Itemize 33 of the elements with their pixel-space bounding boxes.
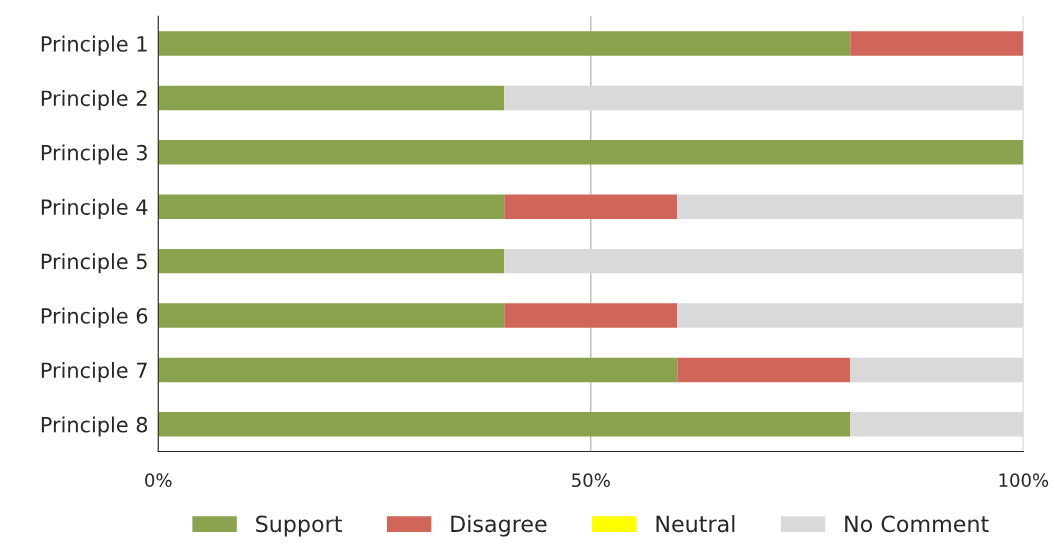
x-tick-label: 0% — [145, 473, 172, 488]
y-tick-label: Principle 4 — [41, 198, 148, 219]
bar — [677, 357, 851, 383]
bar — [504, 85, 1024, 111]
bar — [850, 357, 1024, 383]
y-tick-label: Principle 3 — [41, 144, 147, 165]
legend-label: Neutral — [656, 515, 735, 533]
bar — [504, 303, 678, 328]
bar — [158, 248, 505, 274]
bar — [158, 412, 851, 437]
y-tick-label: Principle 8 — [41, 416, 148, 437]
bar — [850, 31, 1024, 56]
bar — [677, 303, 1024, 328]
y-tick-label: Principle 6 — [41, 307, 148, 328]
y-tick-label: Principle 2 — [41, 90, 147, 111]
x-tick-label: 100% — [999, 473, 1049, 488]
bar — [677, 194, 1024, 219]
bar — [158, 194, 505, 219]
x-tick-label: 50% — [572, 473, 610, 488]
bar — [504, 194, 678, 219]
y-tick-label: Principle 7 — [41, 362, 147, 383]
bar — [158, 85, 505, 111]
legend-label: Support — [256, 515, 342, 537]
legend-label: Disagree — [451, 515, 547, 537]
legend-label: No Comment — [845, 515, 989, 533]
bar — [158, 31, 851, 56]
y-tick-label: Principle 5 — [41, 253, 147, 274]
bar — [850, 412, 1024, 437]
bar — [158, 357, 678, 383]
bar — [504, 248, 1024, 274]
y-tick-label: Principle 1 — [41, 35, 147, 56]
bar — [158, 140, 1024, 165]
bar — [158, 303, 505, 328]
